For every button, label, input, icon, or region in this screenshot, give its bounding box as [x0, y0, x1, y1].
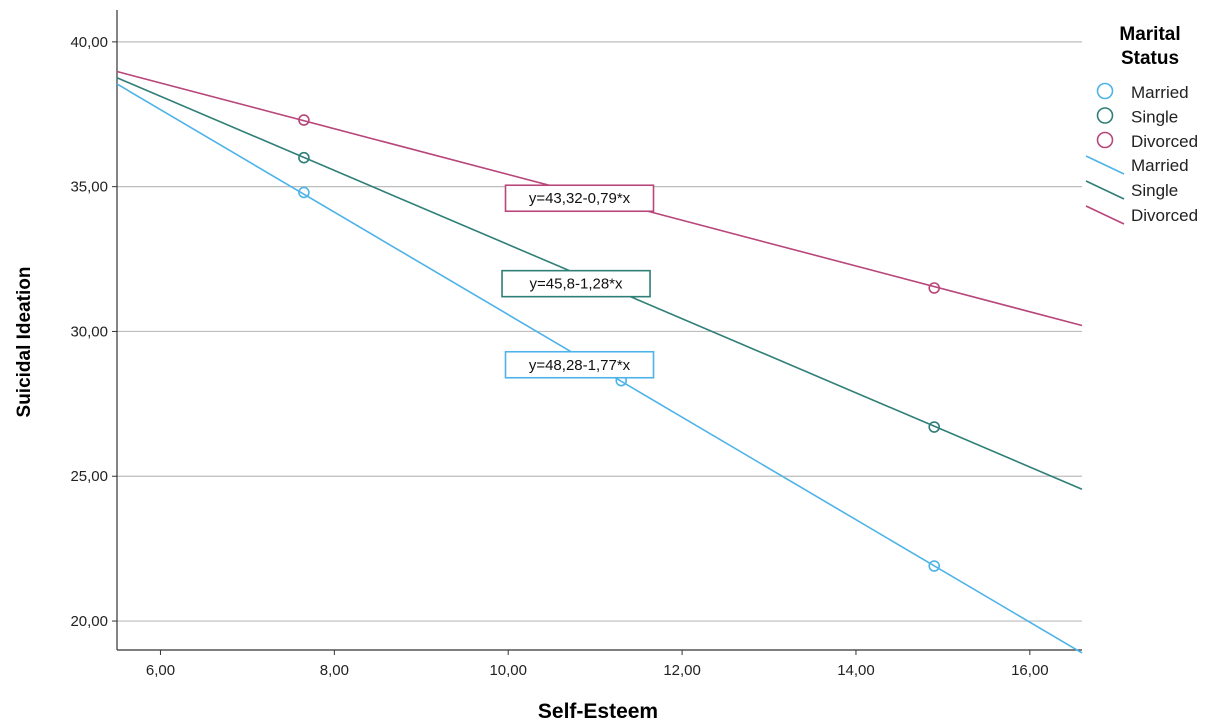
gridlines: [117, 41, 1082, 622]
x-tick-label: 14,00: [837, 662, 875, 679]
data-point-married: [928, 560, 941, 572]
legend: Marital Status Married Single Divorced Marr…: [1085, 24, 1198, 225]
data-point-divorced: [298, 114, 310, 126]
legend-line-single: [1085, 180, 1125, 200]
y-axis-title: Suicidal Ideation: [14, 267, 35, 418]
y-tick-label: 25,00: [70, 468, 108, 485]
legend-title-line-2: Status: [1121, 48, 1179, 69]
x-axis-title: Self-Esteem: [538, 700, 658, 722]
tick-labels: 20,00 25,00 30,00 35,00 40,00 6,00 8,00 10,00 12…: [70, 34, 1048, 679]
legend-marker-divorced: [1096, 131, 1114, 149]
data-point-divorced: [928, 282, 941, 294]
x-tick-label: 16,00: [1011, 662, 1049, 679]
data-points: [298, 114, 941, 572]
legend-marker-married: [1096, 82, 1114, 100]
y-tick-label: 30,00: [70, 323, 108, 340]
legend-marker-single: [1096, 107, 1114, 124]
y-tick-label: 35,00: [70, 179, 108, 196]
x-tick-label: 12,00: [663, 662, 701, 679]
equation-label-divorced: y=43,32-0,79*x: [529, 190, 631, 207]
axes: [112, 10, 1082, 655]
equation-box-married: [504, 350, 655, 379]
legend-marker-label-single: Single: [1131, 108, 1178, 127]
legend-line-label-married: Married: [1131, 156, 1189, 175]
legend-line-label-divorced: Divorced: [1131, 206, 1198, 225]
equation-label-single: y=45,8-1,28*x: [530, 276, 623, 293]
legend-marker-label-married: Married: [1131, 83, 1189, 102]
x-tick-label: 10,00: [489, 662, 527, 679]
x-tick-label: 6,00: [146, 662, 175, 679]
legend-marker-label-divorced: Divorced: [1131, 132, 1198, 151]
data-point-single: [928, 421, 941, 433]
equation-label-married: y=48,28-1,77*x: [529, 357, 631, 374]
legend-title-line-1: Marital: [1119, 24, 1180, 45]
equation-box-divorced: [504, 184, 655, 213]
legend-line-married: [1085, 155, 1125, 175]
data-point-married: [298, 186, 310, 199]
equation-labels: y=48,28-1,77*x y=45,8-1,28*x y=43,32-0,79*…: [501, 184, 655, 379]
equation-box-single: [501, 269, 651, 298]
x-tick-label: 8,00: [320, 662, 349, 679]
legend-line-divorced: [1085, 205, 1125, 225]
data-point-single: [298, 151, 310, 164]
y-tick-label: 40,00: [70, 34, 108, 51]
legend-line-label-single: Single: [1131, 181, 1178, 200]
y-tick-label: 20,00: [70, 613, 108, 630]
